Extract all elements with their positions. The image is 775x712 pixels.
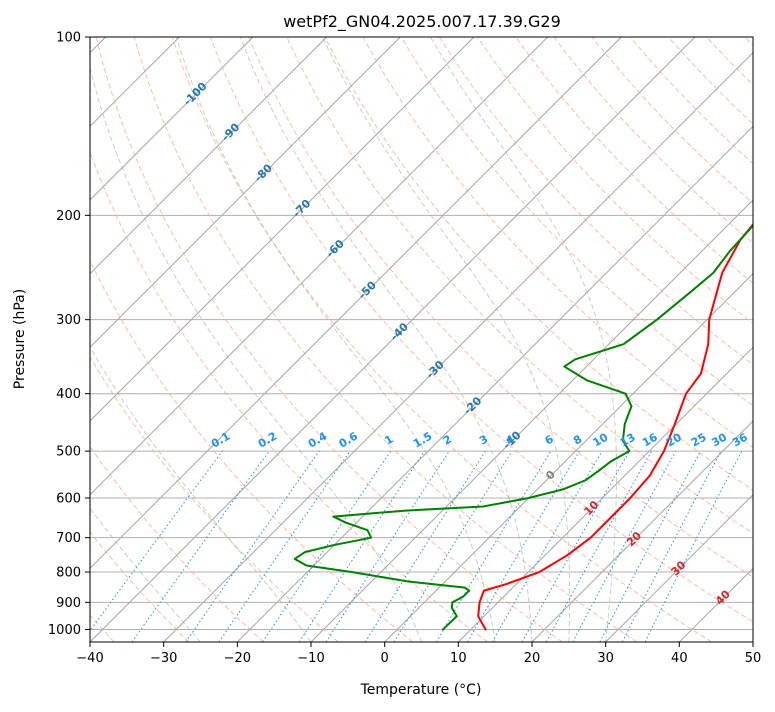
isotherm-line (237, 37, 775, 642)
moist-adiabat-line (0, 37, 201, 642)
dry-adiabat-line (20, 37, 413, 642)
mixing-ratio-label: 1 (382, 433, 395, 448)
dry-adiabat-line (134, 37, 637, 642)
moist-adiabat-line (0, 37, 311, 642)
dry-adiabat-line (554, 37, 775, 642)
isotherm-label: 0 (543, 468, 558, 483)
y-tick-label: 300 (56, 313, 81, 328)
mixing-ratio-label: 0.4 (306, 429, 330, 450)
line-labels: -100-90-80-70-60-50-40-30-20-10010203040… (181, 79, 750, 607)
isotherm-label: -30 (424, 358, 447, 381)
isotherm-line (679, 37, 775, 642)
isotherm-line (0, 37, 327, 642)
isotherm-line (311, 37, 775, 642)
background-lines (0, 37, 775, 642)
dry-adiabat-line (592, 37, 775, 642)
mixing-ratio-label: 3 (477, 433, 490, 448)
dry-adiabat-line (0, 37, 338, 642)
y-tick-label: 100 (56, 31, 81, 46)
sounding-profiles (295, 37, 775, 629)
mixing-ratio-label: 30 (709, 430, 729, 449)
dry-adiabat-line (516, 37, 775, 642)
y-axis-label: Pressure (hPa) (12, 289, 28, 389)
isotherm-line (458, 37, 775, 642)
x-tick-label: 20 (524, 651, 541, 666)
y-tick-label: 200 (56, 209, 81, 224)
isotherm-line (0, 37, 400, 642)
isotherm-label: 40 (713, 587, 733, 607)
moist-adiabat-line (322, 37, 569, 642)
dry-adiabat-line (668, 37, 775, 642)
mixing-ratio-label: 13 (618, 431, 638, 450)
chart-title: wetPf2_GN04.2025.007.17.39.G29 (283, 12, 561, 32)
isotherm-label: 10 (581, 498, 601, 518)
y-tick-label: 800 (56, 566, 81, 581)
dry-adiabat-line (0, 37, 264, 642)
x-tick-label: 10 (450, 651, 467, 666)
mixing-ratio-label: 16 (640, 430, 660, 449)
isotherm-line (385, 37, 775, 642)
moist-adiabat-line (176, 37, 495, 642)
mixing-ratio-line (326, 451, 449, 642)
mixing-ratio-line (600, 451, 701, 642)
y-tick-label: 500 (56, 445, 81, 460)
y-tick-label: 700 (56, 531, 81, 546)
dry-adiabat-line (707, 37, 775, 642)
y-tick-label: 900 (56, 596, 81, 611)
mixing-ratio-label: 0.6 (337, 429, 361, 450)
mixing-ratio-line (573, 451, 676, 642)
x-tick-label: −10 (297, 651, 324, 666)
mixing-ratio-line (299, 451, 424, 642)
x-tick-label: −20 (224, 651, 251, 666)
isotherm-line (164, 37, 769, 642)
mixing-ratio-label: 0.2 (256, 430, 279, 451)
mixing-ratio-label: 2 (441, 433, 454, 448)
x-tick-label: 0 (381, 651, 389, 666)
isotherm-line (16, 37, 621, 642)
dry-adiabat-line (58, 37, 488, 642)
dewpoint-profile-line (295, 37, 775, 629)
moist-adiabat-line (83, 37, 422, 642)
x-tick-label: 50 (745, 651, 762, 666)
isotherm-line (753, 37, 775, 642)
isotherm-line (0, 37, 253, 642)
y-tick-label: 600 (56, 492, 81, 507)
mixing-ratio-label: 0.1 (209, 430, 232, 451)
y-tick-label: 400 (56, 387, 81, 402)
y-tick-label: 1000 (48, 623, 81, 638)
dry-adiabat-line (745, 37, 775, 642)
isotherm-label: -50 (356, 278, 379, 301)
isotherm-label: -20 (461, 394, 484, 417)
dry-adiabat-line (0, 37, 189, 642)
x-tick-label: 40 (671, 651, 688, 666)
x-axis-label: Temperature (°C) (360, 682, 482, 698)
x-tick-label: 30 (597, 651, 614, 666)
mixing-ratio-label: 1.5 (411, 430, 434, 451)
plot-frame (90, 37, 753, 642)
mixing-ratio-line (468, 451, 580, 642)
mixing-ratio-label: 25 (689, 431, 709, 450)
x-tick-label: −30 (150, 651, 177, 666)
mixing-ratio-line (622, 451, 721, 642)
mixing-ratio-line (436, 451, 550, 642)
isotherm-label: -80 (252, 161, 275, 184)
mixing-ratio-line (82, 451, 223, 642)
x-tick-label: −40 (76, 651, 103, 666)
mixing-ratio-label: 8 (571, 433, 584, 448)
